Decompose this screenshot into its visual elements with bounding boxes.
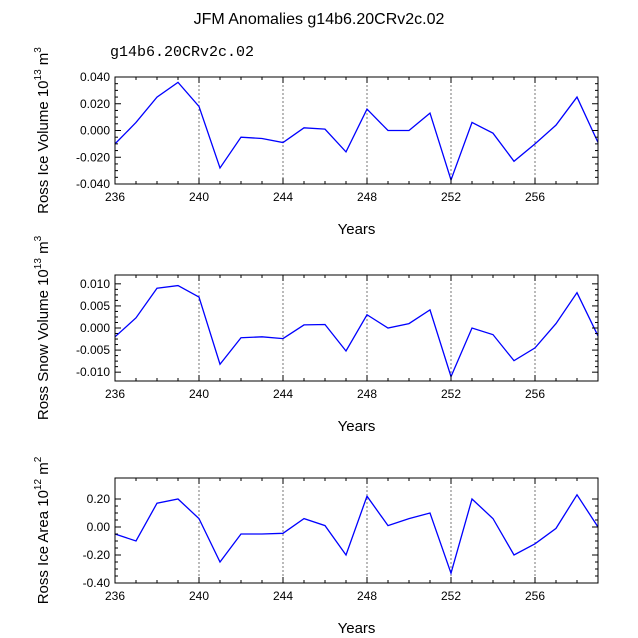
x-tick-label: 240 — [189, 387, 209, 401]
x-tick-label: 252 — [441, 589, 461, 603]
y-tick-label: 0.20 — [87, 492, 111, 506]
y-tick-label: 0.040 — [80, 70, 110, 84]
x-tick-label: 252 — [441, 387, 461, 401]
x-tick-label: 256 — [525, 589, 545, 603]
series-line — [114, 284, 599, 379]
x-axis-label: Years — [338, 620, 376, 637]
y-tick-label: -0.40 — [83, 576, 111, 590]
x-tick-label: 240 — [189, 190, 209, 204]
x-tick-label: 252 — [441, 190, 461, 204]
x-axis-label: Years — [338, 418, 376, 435]
x-tick-label: 256 — [525, 190, 545, 204]
y-tick-label: 0.005 — [80, 299, 110, 313]
x-tick-label: 244 — [273, 190, 293, 204]
y-tick-label: -0.040 — [76, 177, 110, 191]
x-tick-label: 240 — [189, 589, 209, 603]
figure-title: JFM Anomalies g14b6.20CRv2c.02 — [194, 11, 445, 28]
y-axis-label: Ross Ice Area 1012 m2 — [33, 456, 52, 604]
y-tick-label: 0.020 — [80, 97, 110, 111]
y-tick-label: -0.010 — [76, 365, 110, 379]
y-axis-label: Ross Snow Volume 1013 m3 — [33, 235, 52, 420]
y-tick-label: -0.020 — [76, 150, 110, 164]
x-tick-label: 236 — [105, 387, 125, 401]
x-tick-label: 236 — [105, 589, 125, 603]
y-tick-label: -0.005 — [76, 343, 110, 357]
x-tick-label: 244 — [273, 589, 293, 603]
x-axis-label: Years — [338, 221, 376, 238]
x-tick-label: 248 — [357, 190, 377, 204]
y-axis-label: Ross Ice Volume 1013 m3 — [33, 47, 52, 214]
x-tick-label: 248 — [357, 589, 377, 603]
series-line — [114, 81, 599, 183]
x-tick-label: 256 — [525, 387, 545, 401]
plot-frame — [114, 477, 599, 584]
panel-ross-snow-volume: 236 240 244 248 252 256 -0.010 -0.005 0.000 0.005… — [33, 235, 599, 435]
y-tick-label: -0.20 — [83, 548, 111, 562]
x-tick-label: 236 — [105, 190, 125, 204]
y-tick-label: 0.000 — [80, 321, 110, 335]
y-tick-label: 0.00 — [87, 520, 111, 534]
panel-ross-ice-area: 236 240 244 248 252 256 -0.40 -0.20 0.00 0.20 Year… — [33, 456, 599, 637]
y-tick-label: 0.010 — [80, 277, 110, 291]
series-line — [114, 493, 599, 576]
legend-label: g14b6.20CRv2c.02 — [110, 44, 254, 61]
x-tick-label: 244 — [273, 387, 293, 401]
panel-ross-ice-volume: 236 240 244 248 252 256 -0.040 -0.020 0.000 0.020… — [33, 47, 599, 238]
x-tick-label: 248 — [357, 387, 377, 401]
y-tick-label: 0.000 — [80, 124, 110, 138]
